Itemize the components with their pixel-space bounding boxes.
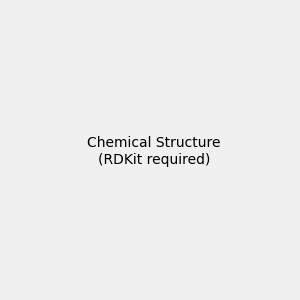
- Text: Chemical Structure
(RDKit required): Chemical Structure (RDKit required): [87, 136, 220, 166]
